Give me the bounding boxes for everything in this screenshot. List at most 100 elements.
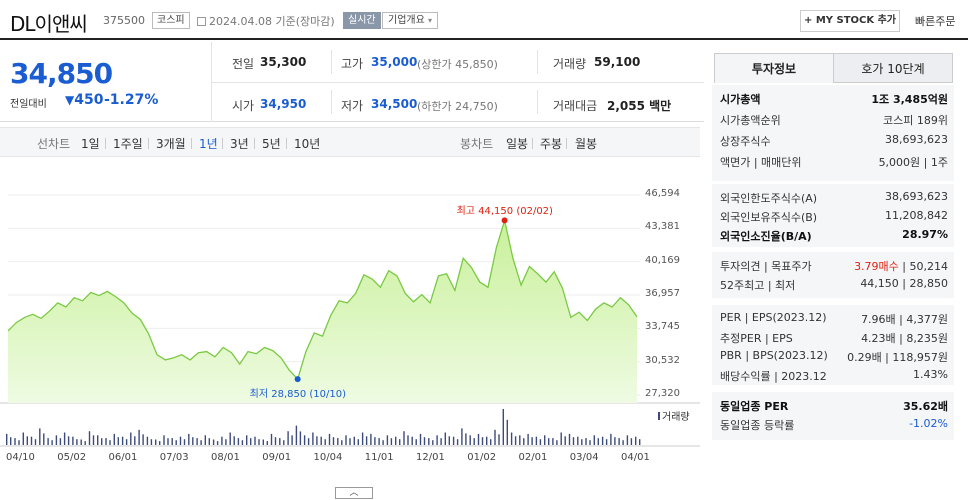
volume-bar: [117, 437, 119, 445]
volume-bar: [593, 435, 595, 445]
change-value: ▼450: [65, 92, 103, 108]
volume-bar: [76, 439, 78, 445]
volume-bar: [415, 439, 417, 445]
volume-bar: [473, 438, 475, 445]
volume-bar: [618, 438, 620, 445]
stock-code: 375500: [103, 14, 145, 27]
corp-info-button[interactable]: 기업개요 ▾: [382, 12, 439, 29]
volume-bar: [639, 439, 641, 445]
volume-bar: [163, 435, 165, 445]
volume-bar: [134, 436, 136, 445]
trade-value-label: 거래대금: [553, 99, 598, 113]
volume-bar: [258, 439, 260, 445]
volume-bar: [469, 435, 471, 445]
volume-bar: [229, 432, 231, 445]
info-row: 투자의견 | 목표주가 3.79매수 | 50,214: [720, 258, 948, 276]
volume-bar: [481, 437, 484, 445]
volume-bar: [432, 440, 434, 445]
candle-chart-label: 봉차트: [460, 137, 494, 151]
volume-bar: [552, 438, 554, 445]
period-10y[interactable]: 10년: [294, 137, 321, 151]
candle-monthly[interactable]: 월봉: [575, 137, 598, 151]
x-axis-tick-label: 08/01: [211, 452, 240, 463]
info-value: 38,693,623: [885, 190, 948, 203]
volume-bar: [43, 433, 45, 445]
period-3y[interactable]: 3년: [230, 137, 249, 151]
volume-bar: [121, 436, 124, 445]
volume-bar: [502, 409, 504, 445]
volume-bar: [337, 438, 339, 445]
prev-close-label: 전일: [232, 57, 255, 71]
volume-bar: [428, 438, 430, 445]
info-value: 1.43%: [913, 368, 948, 381]
volume-bar: [39, 428, 41, 445]
info-value: 코스피 189위: [883, 114, 948, 127]
info-row: 동일업종 등락률 -1.02%: [720, 417, 948, 435]
y-axis-tick-label: 40,169: [645, 254, 680, 266]
volume-bar: [626, 435, 629, 445]
volume-bar: [316, 436, 318, 445]
period-3m[interactable]: 3개월: [156, 137, 186, 151]
volume-bar: [283, 440, 285, 445]
valuation-section: PER | EPS(2023.12) 7.96배 | 4,377원 추정PER | …: [712, 305, 954, 385]
volume-bar: [523, 438, 525, 445]
info-value: 11,208,842: [885, 209, 948, 222]
period-5y[interactable]: 5년: [262, 137, 281, 151]
volume-bar: [436, 435, 438, 445]
volume-bar: [411, 436, 413, 445]
volume-bar: [514, 436, 517, 445]
info-row: 시가총액 1조 3,485억원: [720, 91, 948, 109]
volume-legend-icon: [658, 412, 660, 420]
volume-bar: [30, 436, 33, 445]
volume-bar: [465, 433, 467, 445]
info-label: 동일업종 PER: [720, 400, 789, 413]
line-chart-label: 선차트: [37, 137, 71, 151]
volume-bar: [262, 439, 264, 445]
price-chart[interactable]: [0, 157, 700, 500]
collapse-toggle[interactable]: ︿: [335, 487, 373, 499]
candle-weekly[interactable]: 주봉: [540, 137, 563, 151]
period-1w[interactable]: 1주일: [113, 137, 143, 151]
info-label: 액면가 | 매매단위: [720, 156, 802, 169]
volume-bar: [212, 439, 215, 445]
volume-bar: [26, 436, 28, 445]
volume-bar: [307, 438, 310, 445]
volume-bar: [365, 436, 368, 445]
calendar-icon: [197, 17, 206, 26]
date-text: 2024.04.08 기준(장마감): [197, 13, 335, 29]
volume-bar: [461, 428, 463, 445]
volume-bar: [34, 439, 37, 445]
info-label: PER | EPS(2023.12): [720, 311, 827, 324]
volume-bar: [341, 440, 343, 445]
tab-invest-info[interactable]: 투자정보: [714, 53, 834, 83]
volume-bar: [84, 441, 86, 445]
info-value: 0.29배 | 118,957원: [847, 351, 948, 364]
change-percent: -1.27%: [104, 92, 159, 108]
my-stock-add-button[interactable]: + MY STOCK 추가: [800, 10, 900, 32]
period-1y[interactable]: 1년: [199, 137, 218, 151]
volume-bar: [320, 436, 322, 445]
volume-bar: [254, 436, 256, 445]
x-axis-tick-label: 12/01: [416, 452, 445, 463]
period-1d[interactable]: 1일: [81, 137, 100, 151]
quick-order-button[interactable]: 빠른주문: [915, 15, 956, 28]
tab-orderbook[interactable]: 호가 10단계: [833, 53, 953, 83]
info-row: PBR | BPS(2023.12) 0.29배 | 118,957원: [720, 349, 948, 367]
volume-bar: [246, 435, 248, 445]
change-amount: 450: [74, 92, 104, 108]
volume-bar: [237, 438, 240, 445]
realtime-button[interactable]: 실시간: [343, 12, 381, 29]
volume-bar: [539, 439, 542, 445]
volume-bar: [324, 439, 326, 445]
volume-bar: [175, 440, 177, 445]
date-label: 2024.04.08 기준(장마감): [209, 15, 335, 28]
volume-bar: [109, 440, 111, 445]
volume-bar: [490, 439, 492, 445]
volume-bar: [216, 441, 219, 445]
volume-bar: [390, 438, 393, 445]
candle-daily[interactable]: 일봉: [506, 137, 529, 151]
stock-header: DL이앤씨 375500 코스피 2024.04.08 기준(장마감) 실시간 …: [0, 0, 968, 40]
volume-bar: [568, 433, 571, 445]
info-row: 상장주식수 38,693,623: [720, 133, 948, 151]
volume-bar: [101, 438, 103, 445]
